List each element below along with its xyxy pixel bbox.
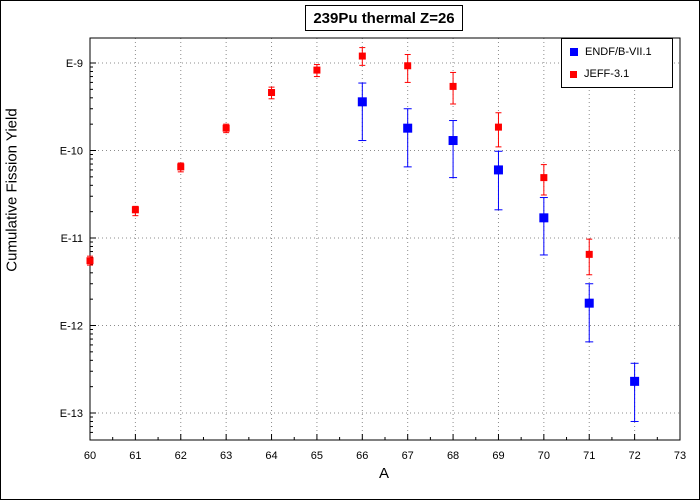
legend: ENDF/B-VII.1 JEFF-3.1 bbox=[561, 38, 673, 88]
x-tick-label: 66 bbox=[356, 450, 368, 462]
data-point-endf bbox=[630, 376, 640, 386]
data-point-jeff bbox=[86, 257, 94, 265]
legend-entry-jeff: JEFF-3.1 bbox=[570, 68, 629, 80]
y-tick-label: E-11 bbox=[61, 233, 83, 245]
data-point-jeff bbox=[313, 66, 321, 74]
x-tick-label: 63 bbox=[220, 450, 232, 462]
x-tick-label: 64 bbox=[265, 450, 277, 462]
y-axis-label: Cumulative Fission Yield bbox=[3, 108, 21, 272]
x-tick-label: 70 bbox=[538, 450, 550, 462]
y-tick-label: E-13 bbox=[60, 408, 83, 420]
data-point-jeff bbox=[494, 123, 502, 131]
data-point-endf bbox=[448, 136, 458, 146]
legend-label-endf: ENDF/B-VII.1 bbox=[585, 46, 652, 58]
data-layer bbox=[86, 47, 640, 422]
y-tick-label: E-10 bbox=[60, 146, 83, 158]
x-tick-label: 60 bbox=[84, 450, 96, 462]
axis-layer: 60 61 62 63 64 65 66 67 68 69 70 71 72 73 E-13 E-12 E-11… bbox=[60, 37, 686, 462]
data-point-jeff bbox=[540, 174, 548, 182]
data-point-jeff bbox=[449, 82, 457, 90]
data-point-endf bbox=[403, 123, 413, 133]
x-tick-label: 69 bbox=[492, 450, 504, 462]
x-tick-label: 68 bbox=[447, 450, 459, 462]
data-point-jeff bbox=[131, 206, 139, 214]
x-tick-label: 62 bbox=[175, 450, 187, 462]
legend-swatch-endf bbox=[570, 48, 578, 56]
data-point-jeff bbox=[585, 250, 593, 258]
y-tick-label: E-9 bbox=[66, 58, 83, 70]
x-tick-label: 73 bbox=[674, 450, 686, 462]
legend-label-jeff: JEFF-3.1 bbox=[584, 68, 630, 80]
data-point-jeff bbox=[404, 62, 412, 70]
data-point-jeff bbox=[177, 163, 185, 171]
x-axis-label: A bbox=[379, 465, 390, 482]
data-point-endf bbox=[584, 298, 594, 308]
x-tick-label: 65 bbox=[311, 450, 323, 462]
x-tick-label: 67 bbox=[402, 450, 414, 462]
x-tick-label: 72 bbox=[628, 450, 640, 462]
data-point-endf bbox=[539, 213, 549, 223]
x-tick-label: 61 bbox=[129, 450, 141, 462]
data-point-jeff bbox=[268, 89, 276, 97]
data-point-jeff bbox=[358, 52, 366, 60]
chart-title: 239Pu thermal Z=26 bbox=[305, 5, 463, 31]
legend-swatch-jeff bbox=[570, 70, 577, 78]
y-tick-label: E-12 bbox=[60, 321, 83, 333]
legend-entry-endf: ENDF/B-VII.1 bbox=[570, 46, 652, 58]
data-point-endf bbox=[493, 165, 503, 175]
data-point-endf bbox=[357, 97, 367, 107]
x-tick-label: 71 bbox=[583, 450, 595, 462]
data-point-jeff bbox=[222, 124, 230, 132]
